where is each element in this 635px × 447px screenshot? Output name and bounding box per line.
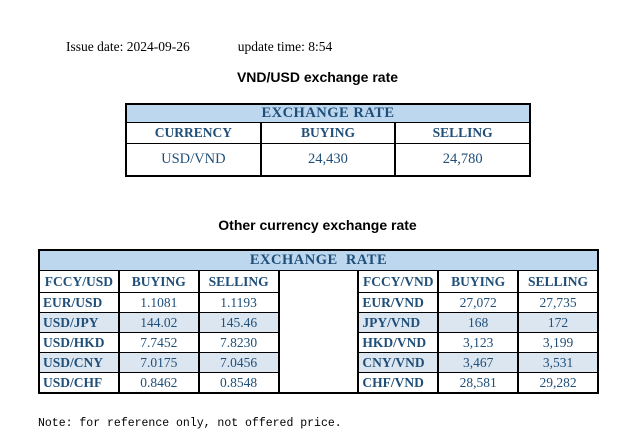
other-table-title: Other currency exchange rate — [218, 217, 417, 233]
update-time-value: 8:54 — [308, 39, 333, 54]
left-selling-cell: 1.1193 — [197, 292, 280, 313]
right-pair-cell: CNY/VND — [357, 352, 440, 373]
right-buying-cell: 27,072 — [437, 292, 520, 313]
usd-table-title: VND/USD exchange rate — [236, 69, 399, 85]
left-buying-cell: 0.8462 — [117, 372, 200, 394]
left-pair-cell: USD/HKD — [38, 332, 120, 353]
usd-pair-cell: USD/VND — [125, 143, 262, 177]
left-pair-cell: EUR/USD — [38, 292, 120, 313]
issue-date-value: 2024-09-26 — [126, 39, 190, 54]
right-pair-cell: JPY/VND — [357, 312, 440, 333]
right-buying-cell: 168 — [437, 312, 520, 333]
table-row: USD/CHF 0.8462 0.8548 CHF/VND 28,581 29,… — [38, 372, 599, 394]
left-buying-cell: 144.02 — [117, 312, 200, 333]
right-buying-cell: 3,467 — [437, 352, 520, 373]
right-pair-cell: HKD/VND — [357, 332, 440, 353]
document-meta-line: Issue date: 2024-09-26 update time: 8:54 — [66, 39, 332, 55]
table-row: USD/VND 24,430 24,780 — [125, 143, 531, 177]
left-col-header-pair: FCCY/USD — [38, 270, 120, 293]
table-row: USD/CNY 7.0175 7.0456 CNY/VND 3,467 3,53… — [38, 352, 599, 373]
left-selling-cell: 7.0456 — [197, 352, 280, 373]
left-col-header-selling: SELLING — [197, 270, 280, 293]
left-col-header-buying: BUYING — [117, 270, 200, 293]
left-selling-cell: 7.8230 — [197, 332, 280, 353]
other-table-banner: EXCHANGE RATE — [38, 249, 599, 271]
usd-col-header-selling: SELLING — [394, 122, 531, 144]
right-col-header-buying: BUYING — [437, 270, 520, 293]
left-buying-cell: 7.0175 — [117, 352, 200, 373]
footnote: Note: for reference only, not offered pr… — [38, 417, 342, 430]
table-row: USD/HKD 7.7452 7.8230 HKD/VND 3,123 3,19… — [38, 332, 599, 353]
usd-col-header-buying: BUYING — [259, 122, 397, 144]
left-buying-cell: 1.1081 — [117, 292, 200, 313]
right-col-header-selling: SELLING — [517, 270, 599, 293]
right-buying-cell: 28,581 — [437, 372, 520, 394]
table-row: USD/JPY 144.02 145.46 JPY/VND 168 172 — [38, 312, 599, 333]
left-selling-cell: 0.8548 — [197, 372, 280, 394]
usd-vnd-exchange-table: EXCHANGE RATE CURRENCY BUYING SELLING US… — [125, 103, 531, 177]
left-pair-cell: USD/CNY — [38, 352, 120, 373]
issue-date-label: Issue date: — [66, 39, 124, 54]
right-selling-cell: 3,531 — [517, 352, 599, 373]
left-selling-cell: 145.46 — [197, 312, 280, 333]
right-selling-cell: 27,735 — [517, 292, 599, 313]
right-selling-cell: 29,282 — [517, 372, 599, 394]
other-currency-exchange-table: EXCHANGE RATE FCCY/USD BUYING SELLING FC… — [38, 249, 599, 394]
usd-table-banner: EXCHANGE RATE — [125, 103, 531, 123]
usd-col-header-currency: CURRENCY — [125, 122, 262, 144]
update-time-label: update time: — [237, 39, 305, 54]
right-col-header-pair: FCCY/VND — [357, 270, 440, 293]
usd-selling-cell: 24,780 — [394, 143, 531, 177]
usd-buying-cell: 24,430 — [259, 143, 397, 177]
table-spacer-cell — [277, 270, 360, 394]
right-selling-cell: 3,199 — [517, 332, 599, 353]
left-pair-cell: USD/JPY — [38, 312, 120, 333]
right-pair-cell: CHF/VND — [357, 372, 440, 394]
left-buying-cell: 7.7452 — [117, 332, 200, 353]
left-pair-cell: USD/CHF — [38, 372, 120, 394]
table-row: EUR/USD 1.1081 1.1193 EUR/VND 27,072 27,… — [38, 292, 599, 313]
right-buying-cell: 3,123 — [437, 332, 520, 353]
right-selling-cell: 172 — [517, 312, 599, 333]
right-pair-cell: EUR/VND — [357, 292, 440, 313]
